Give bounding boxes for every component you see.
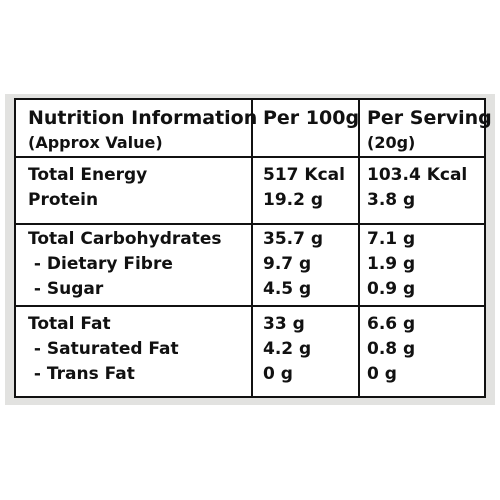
row-label: - Dietary Fibre — [28, 254, 173, 274]
row-label: Total Fat — [28, 314, 111, 334]
header-perserving-cell: Per Serving (20g) — [367, 105, 492, 155]
row-label: - Sugar — [28, 279, 104, 299]
row-label: Total Carbohydrates — [28, 229, 222, 249]
header-title: Nutrition Information — [28, 107, 258, 129]
group-carbs-labels: Total Carbohydrates - Dietary Fibre - Su… — [28, 227, 222, 302]
header-subtitle: (Approx Value) — [28, 133, 163, 152]
row-value-perserving: 0 g — [367, 364, 397, 384]
row-value-per100g: 4.5 g — [263, 279, 312, 299]
group-energy-labels: Total Energy Protein — [28, 163, 147, 213]
header-per100g: Per 100g — [263, 107, 360, 129]
header-perserving: Per Serving — [367, 107, 492, 129]
group-fat-labels: Total Fat - Saturated Fat - Trans Fat — [28, 312, 179, 387]
row-value-per100g: 19.2 g — [263, 190, 324, 210]
row-label: Protein — [28, 190, 99, 210]
group-carbs-per100g: 35.7 g 9.7 g 4.5 g — [263, 227, 323, 302]
group-carbs-perserving: 7.1 g 1.9 g 0.9 g — [367, 227, 415, 302]
group-energy-perserving: 103.4 Kcal 3.8 g — [367, 163, 467, 213]
row-value-per100g: 0 g — [263, 364, 293, 384]
header-title-cell: Nutrition Information (Approx Value) — [28, 105, 257, 155]
header-per100g-cell: Per 100g — [263, 105, 359, 131]
row-value-per100g: 4.2 g — [263, 339, 312, 359]
row-value-perserving: 0.8 g — [367, 339, 416, 359]
row-label: Total Energy — [28, 165, 148, 185]
header-perserving-sub: (20g) — [367, 133, 416, 152]
row-value-perserving: 6.6 g — [367, 314, 416, 334]
row-value-perserving: 3.8 g — [367, 190, 416, 210]
row-label: - Trans Fat — [28, 364, 135, 384]
column-divider-1 — [251, 100, 253, 396]
group-fat-per100g: 33 g 4.2 g 0 g — [263, 312, 311, 387]
header-divider — [16, 156, 484, 158]
row-value-perserving: 1.9 g — [367, 254, 416, 274]
row-value-per100g: 9.7 g — [263, 254, 312, 274]
row-value-per100g: 517 Kcal — [263, 165, 345, 185]
row-value-per100g: 35.7 g — [263, 229, 324, 249]
column-divider-2 — [358, 100, 360, 396]
row-value-per100g: 33 g — [263, 314, 305, 334]
row-label: - Saturated Fat — [28, 339, 179, 359]
group-fat-perserving: 6.6 g 0.8 g 0 g — [367, 312, 415, 387]
row-value-perserving: 7.1 g — [367, 229, 416, 249]
row-value-perserving: 0.9 g — [367, 279, 416, 299]
row-value-perserving: 103.4 Kcal — [367, 165, 468, 185]
group-energy-per100g: 517 Kcal 19.2 g — [263, 163, 345, 213]
group-divider-2 — [16, 305, 484, 307]
nutrition-table: Nutrition Information (Approx Value) Per… — [14, 98, 492, 398]
group-divider-1 — [16, 223, 484, 225]
